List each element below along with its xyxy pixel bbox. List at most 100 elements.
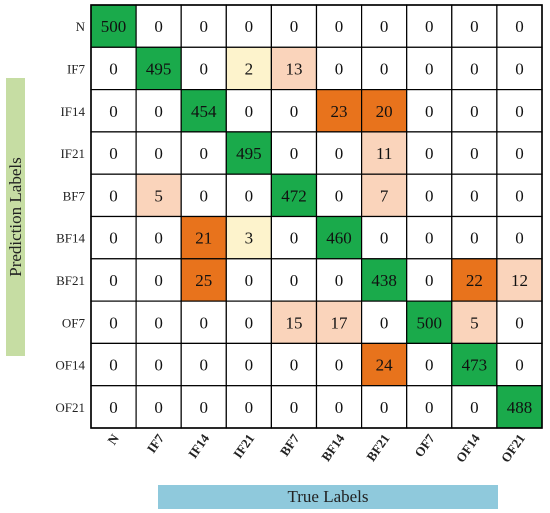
cell-value: 0 [200, 313, 209, 332]
cell-value: 0 [470, 186, 479, 205]
cell-value: 488 [507, 398, 533, 417]
cell-value: 0 [109, 186, 118, 205]
matrix-cell [315, 215, 363, 260]
cell-value: 0 [335, 271, 344, 290]
cell-value: 0 [515, 313, 524, 332]
cell-value: 0 [425, 186, 434, 205]
cell-value: 0 [425, 17, 434, 36]
cell-value: 0 [335, 59, 344, 78]
matrix-cell [180, 215, 227, 260]
cell-value: 0 [154, 271, 163, 290]
matrix-cell [270, 46, 318, 91]
cell-value: 0 [470, 398, 479, 417]
cell-value: 0 [154, 356, 163, 375]
cell-value: 460 [326, 229, 352, 248]
cell-value: 0 [380, 59, 389, 78]
cell-value: 0 [200, 59, 209, 78]
cell-value: 0 [425, 102, 434, 121]
cell-value: 0 [245, 102, 254, 121]
cell-value: 0 [290, 229, 299, 248]
matrix-cell [225, 258, 273, 302]
cell-value: 500 [101, 17, 127, 36]
cell-value: 0 [470, 229, 479, 248]
cell-value: 2 [245, 59, 254, 78]
y-tick-label: IF7 [67, 61, 86, 76]
cell-value: 0 [290, 17, 299, 36]
cell-value: 0 [515, 59, 524, 78]
matrix-cell [225, 173, 273, 218]
cell-value: 25 [195, 271, 212, 290]
cell-value: 0 [245, 17, 254, 36]
matrix-cell [315, 131, 363, 175]
y-tick-label: N [76, 19, 86, 34]
y-tick-label: BF7 [63, 188, 86, 203]
cell-value: 0 [380, 398, 389, 417]
cell-value: 20 [376, 102, 393, 121]
cell-value: 0 [245, 313, 254, 332]
matrix-cell [451, 131, 498, 175]
matrix-cell [270, 215, 318, 260]
cell-value: 0 [109, 229, 118, 248]
cell-value: 0 [380, 313, 389, 332]
matrix-cell [361, 300, 408, 345]
cell-value: 472 [281, 186, 307, 205]
matrix-cell [406, 173, 453, 218]
cell-value: 0 [470, 17, 479, 36]
x-tick-label: OF21 [498, 431, 528, 465]
matrix-cell [361, 88, 408, 133]
cell-value: 0 [245, 271, 254, 290]
matrix-cell [225, 385, 273, 429]
matrix-cell [90, 215, 137, 260]
x-axis-label: True Labels [287, 487, 369, 506]
x-axis-label-box: True Labels [158, 485, 498, 509]
matrix-cell [225, 131, 273, 175]
cell-value: 473 [462, 356, 488, 375]
cell-value: 0 [380, 17, 389, 36]
matrix-cell [361, 131, 408, 175]
cell-value: 0 [425, 144, 434, 163]
cell-value: 13 [285, 59, 302, 78]
cell-value: 0 [515, 102, 524, 121]
y-tick-label: BF21 [56, 273, 85, 288]
matrix-cell [496, 173, 543, 218]
cell-value: 0 [109, 59, 118, 78]
cell-value: 0 [290, 271, 299, 290]
matrix-cell [135, 300, 182, 345]
cell-value: 0 [154, 17, 163, 36]
cell-value: 438 [371, 271, 397, 290]
cell-value: 0 [154, 229, 163, 248]
matrix-cell [406, 46, 453, 91]
cell-value: 21 [195, 229, 212, 248]
y-tick-label: OF14 [55, 358, 85, 373]
cell-value: 22 [466, 271, 483, 290]
cell-value: 0 [515, 356, 524, 375]
cell-value: 5 [470, 313, 479, 332]
cell-value: 0 [154, 313, 163, 332]
cell-value: 3 [245, 229, 254, 248]
matrix-cell [451, 215, 498, 260]
matrix-cell [451, 342, 498, 387]
matrix-cell [270, 342, 318, 387]
cell-value: 0 [109, 144, 118, 163]
matrix-cell [315, 173, 363, 218]
cell-value: 0 [200, 144, 209, 163]
cell-value: 0 [335, 186, 344, 205]
cell-value: 0 [335, 398, 344, 417]
matrix-cell [180, 131, 227, 175]
cell-value: 495 [146, 59, 172, 78]
matrix-cell [496, 385, 543, 429]
cell-value: 0 [335, 17, 344, 36]
cell-value: 0 [109, 102, 118, 121]
matrix-cell [451, 88, 498, 133]
matrix-cell [496, 300, 543, 345]
cell-value: 15 [285, 313, 302, 332]
cell-value: 0 [425, 271, 434, 290]
cell-value: 11 [376, 144, 392, 163]
cell-value: 0 [290, 102, 299, 121]
x-tick-label: OF14 [453, 431, 483, 465]
matrix-cell [225, 88, 273, 133]
cell-value: 0 [290, 398, 299, 417]
x-tick-label: IF14 [185, 431, 212, 461]
matrix-border [90, 4, 543, 429]
